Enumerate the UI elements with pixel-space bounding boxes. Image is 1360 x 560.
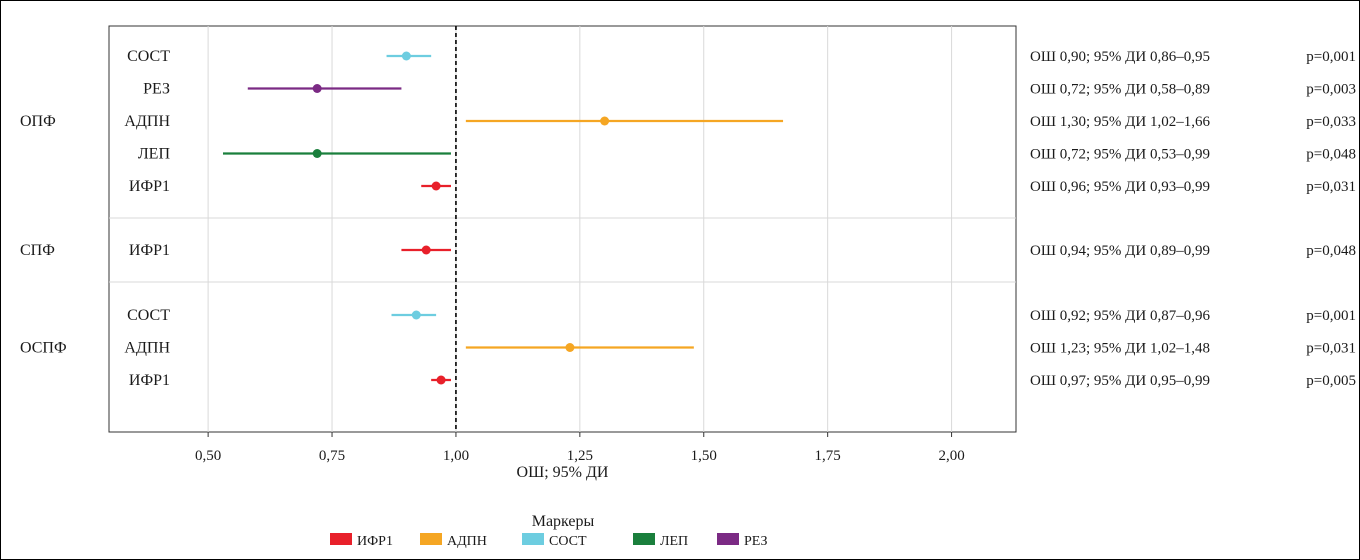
or-point	[565, 343, 575, 352]
or-point	[431, 181, 441, 191]
forest-row: РЕЗ ОШ 0,72; 95% ДИ 0,58–0,89 p=0,003	[143, 81, 1356, 98]
row-marker-label: СОСТ	[127, 307, 170, 324]
legend-item-label: СОСТ	[549, 534, 587, 549]
or-ci-text: ОШ 0,96; 95% ДИ 0,93–0,99	[1030, 179, 1210, 195]
legend-item-label: РЕЗ	[744, 534, 768, 549]
x-tick-label: 1,75	[815, 448, 841, 464]
legend-item-label: АДПН	[447, 534, 487, 549]
legend-item-label: ИФР1	[357, 534, 393, 549]
p-value: p=0,001	[1306, 49, 1356, 65]
or-ci-text: ОШ 1,23; 95% ДИ 1,02–1,48	[1030, 341, 1210, 357]
row-marker-label: ЛЕП	[138, 146, 171, 163]
group-separators	[109, 217, 1016, 283]
forest-row: АДПН ОШ 1,23; 95% ДИ 1,02–1,48 p=0,031	[124, 340, 1356, 357]
or-ci-text: ОШ 0,90; 95% ДИ 0,86–0,95	[1030, 49, 1210, 65]
or-point	[600, 116, 610, 126]
p-value: p=0,033	[1306, 114, 1356, 130]
or-ci-text: ОШ 0,72; 95% ДИ 0,53–0,99	[1030, 147, 1210, 163]
group-label: ОПФ	[20, 113, 56, 130]
p-value: p=0,048	[1306, 243, 1356, 259]
or-ci-text: ОШ 0,92; 95% ДИ 0,87–0,96	[1030, 308, 1210, 324]
forest-row: ИФР1 ОШ 0,94; 95% ДИ 0,89–0,99 p=0,048	[129, 242, 1356, 259]
legend-swatch	[633, 533, 655, 545]
x-tick-label: 0,75	[319, 448, 345, 464]
or-point	[312, 84, 322, 93]
or-point	[421, 245, 431, 255]
forest-row: ИФР1 ОШ 0,96; 95% ДИ 0,93–0,99 p=0,031	[129, 178, 1356, 195]
forest-row: ИФР1 ОШ 0,97; 95% ДИ 0,95–0,99 p=0,005	[129, 372, 1356, 389]
legend-swatch	[420, 533, 442, 545]
or-point	[312, 149, 322, 158]
group-label: ОСПФ	[20, 340, 67, 357]
or-point	[401, 51, 411, 61]
or-ci-text: ОШ 0,94; 95% ДИ 0,89–0,99	[1030, 243, 1210, 259]
row-marker-label: ИФР1	[129, 242, 170, 259]
row-marker-label: ИФР1	[129, 372, 170, 389]
forest-rows: СОСТ ОШ 0,90; 95% ДИ 0,86–0,95 p=0,001 РЕЗ О…	[20, 48, 1356, 389]
legend-item-label: ЛЕП	[660, 534, 688, 549]
p-value: p=0,031	[1306, 341, 1356, 357]
or-ci-text: ОШ 0,72; 95% ДИ 0,58–0,89	[1030, 82, 1210, 98]
legend-swatch	[522, 533, 544, 545]
forest-row: СОСТ ОШ 0,90; 95% ДИ 0,86–0,95 p=0,001	[127, 48, 1356, 65]
p-value: p=0,001	[1306, 308, 1356, 324]
x-tick-label: 1,50	[691, 448, 717, 464]
x-tick-label: 1,00	[443, 448, 469, 464]
x-axis-label: ОШ; 95% ДИ	[517, 464, 609, 481]
x-tick-label: 0,50	[195, 448, 221, 464]
legend-swatch	[717, 533, 739, 545]
p-value: p=0,005	[1306, 373, 1356, 389]
forest-row: ЛЕП ОШ 0,72; 95% ДИ 0,53–0,99 p=0,048	[138, 146, 1356, 163]
row-marker-label: АДПН	[124, 340, 170, 357]
row-marker-label: АДПН	[124, 113, 170, 130]
legend-title: Маркеры	[532, 513, 595, 530]
plot-panel	[108, 25, 1017, 433]
p-value: p=0,031	[1306, 179, 1356, 195]
or-ci-text: ОШ 0,97; 95% ДИ 0,95–0,99	[1030, 373, 1210, 389]
row-marker-label: СОСТ	[127, 48, 170, 65]
legend-swatch	[330, 533, 352, 545]
legend: Маркеры ИФР1 АДПН СОСТ ЛЕП РЕЗ	[330, 513, 768, 549]
x-axis-ticks: 0,50 0,75 1,00 1,25 1,50 1,75 2,00	[195, 432, 965, 464]
x-tick-label: 1,25	[567, 448, 593, 464]
row-marker-label: РЕЗ	[143, 81, 170, 98]
group-label: СПФ	[20, 242, 55, 259]
p-value: p=0,003	[1306, 82, 1356, 98]
or-ci-text: ОШ 1,30; 95% ДИ 1,02–1,66	[1030, 114, 1210, 130]
x-tick-label: 2,00	[938, 448, 964, 464]
p-value: p=0,048	[1306, 147, 1356, 163]
row-marker-label: ИФР1	[129, 178, 170, 195]
forest-row: АДПН ОШ 1,30; 95% ДИ 1,02–1,66 p=0,033	[124, 113, 1356, 130]
or-point	[436, 375, 446, 385]
or-point	[411, 310, 421, 320]
forest-row: СОСТ ОШ 0,92; 95% ДИ 0,87–0,96 p=0,001	[127, 307, 1356, 324]
